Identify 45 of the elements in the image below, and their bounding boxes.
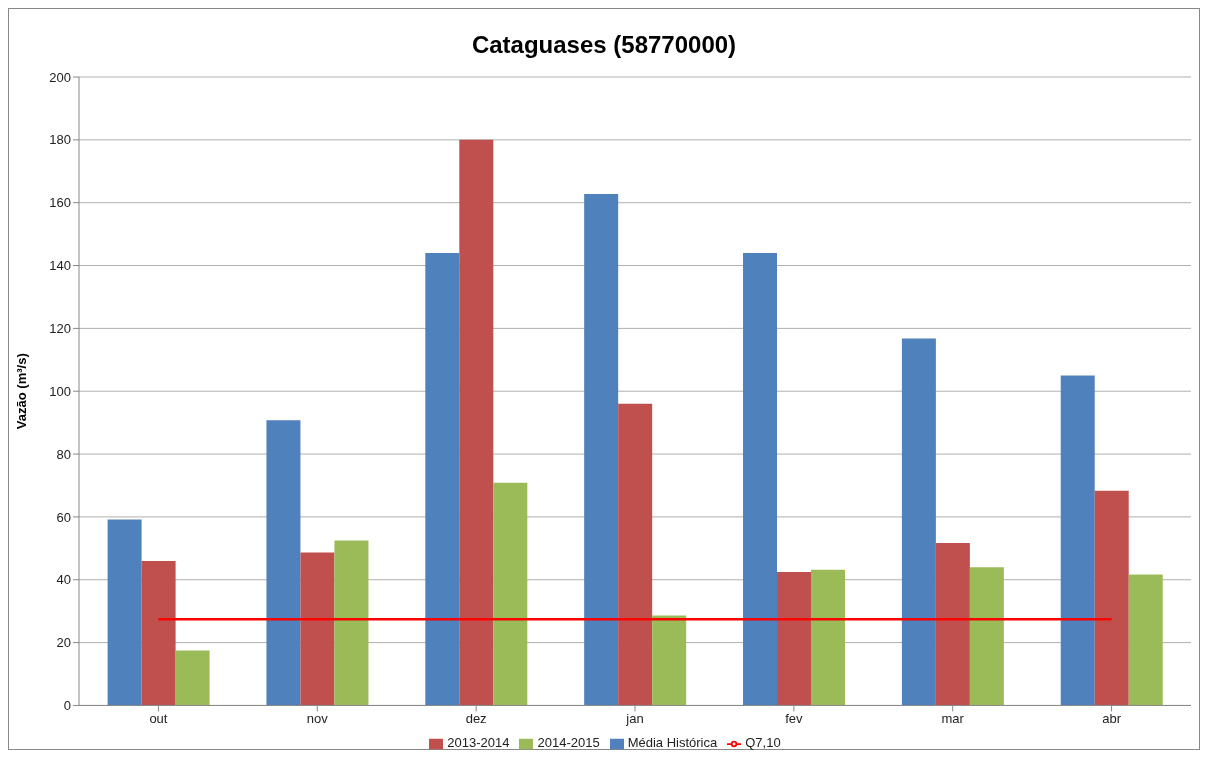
y-tick-label: 180: [49, 132, 71, 148]
x-tick-label: dez: [465, 710, 487, 726]
x-tick-label: abr: [1102, 710, 1122, 726]
y-axis-title: Vazão (m³/s): [13, 353, 29, 430]
bar: [334, 540, 369, 706]
bar: [743, 252, 778, 706]
y-tick-label: 20: [56, 635, 71, 651]
y-tick-label: 80: [56, 446, 71, 462]
x-tick-label: fev: [785, 710, 804, 726]
y-tick-label: 140: [49, 258, 71, 274]
x-tick-label: jan: [625, 710, 644, 726]
bar: [493, 482, 528, 706]
bar: [935, 542, 970, 706]
bar: [1060, 375, 1095, 706]
bar: [652, 615, 687, 706]
y-tick-label: 160: [49, 195, 71, 211]
bar: [811, 569, 846, 706]
legend-label: 2014-2015: [537, 735, 600, 751]
chart-title: Cataguases (58770000): [470, 30, 738, 60]
bar: [141, 560, 176, 706]
bar: [107, 519, 142, 706]
y-tick-label: 200: [49, 69, 71, 85]
bar: [969, 567, 1004, 706]
x-tick-label: out: [149, 710, 168, 726]
legend-label: 2013-2014: [447, 735, 510, 751]
bar: [1128, 574, 1163, 706]
bar: [459, 139, 494, 706]
y-tick-label: 100: [49, 383, 71, 399]
bar: [175, 650, 210, 706]
legend-label: Média Histórica: [627, 735, 718, 751]
x-tick-label: nov: [306, 710, 329, 726]
bar: [584, 193, 619, 706]
y-tick-label: 40: [56, 572, 71, 588]
x-tick-label: mar: [941, 710, 965, 726]
y-tick-label: 120: [49, 320, 71, 336]
y-tick-label: 0: [63, 698, 71, 714]
bar: [1094, 490, 1129, 706]
bar: [618, 403, 653, 706]
bar: [425, 252, 460, 706]
bar: [901, 338, 936, 706]
bar: [777, 571, 812, 706]
legend-label: Q7,10: [745, 735, 781, 751]
bar: [300, 552, 335, 706]
bar: [266, 420, 301, 706]
y-tick-label: 60: [56, 509, 71, 525]
